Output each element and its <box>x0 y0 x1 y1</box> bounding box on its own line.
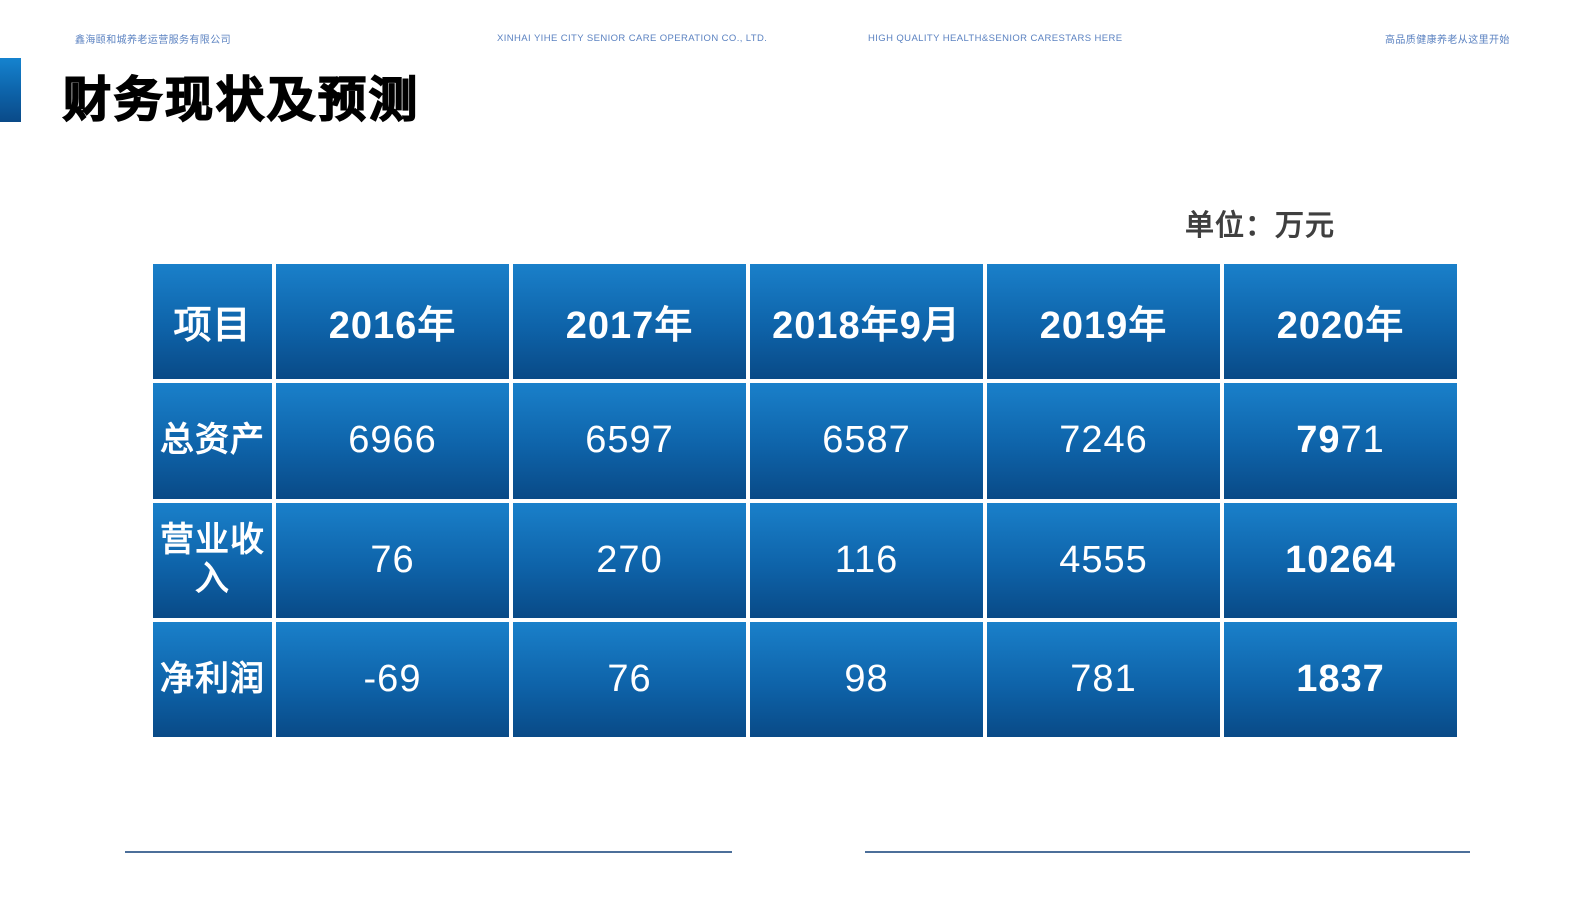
table-cell: 6587 <box>750 383 983 499</box>
table-cell: 76 <box>276 502 509 618</box>
topbar-slogan-cn: 高品质健康养老从这里开始 <box>1385 35 1510 46</box>
topbar-company-name-cn: 鑫海颐和城养老运营服务有限公司 <box>75 35 231 46</box>
table-header-2020: 2020年 <box>1224 264 1457 380</box>
topbar-slogan-en: HIGH QUALITY HEALTH&SENIOR CARESTARS HER… <box>868 33 1123 44</box>
bottom-rule-right <box>865 851 1470 853</box>
row-label-operating-revenue: 营业收入 <box>153 502 272 618</box>
value-bold-segment: 10264 <box>1285 538 1396 581</box>
value-bold-segment: 1837 <box>1296 657 1385 700</box>
table-header-item: 项目 <box>153 264 272 380</box>
unit-label: 单位：万元 <box>1185 210 1336 242</box>
table-cell: 4555 <box>987 502 1220 618</box>
table-cell: 6966 <box>276 383 509 499</box>
table-header-2019: 2019年 <box>987 264 1220 380</box>
value-bold-segment: 79 <box>1296 419 1341 462</box>
table-cell: 781 <box>987 621 1220 737</box>
table-cell: 6597 <box>513 383 746 499</box>
title-accent-bar <box>0 58 21 122</box>
table-cell: 76 <box>513 621 746 737</box>
table-header-2018-sep: 2018年9月 <box>750 264 983 380</box>
table-cell-forecast: 10264 <box>1224 502 1457 618</box>
topbar-company-name-en: XINHAI YIHE CITY SENIOR CARE OPERATION C… <box>497 33 768 44</box>
row-label-net-profit: 净利润 <box>153 621 272 737</box>
table-cell: 270 <box>513 502 746 618</box>
row-label-total-assets: 总资产 <box>153 383 272 499</box>
value-regular-segment: 71 <box>1340 419 1385 462</box>
table-cell: 98 <box>750 621 983 737</box>
bottom-rule-left <box>125 851 732 853</box>
table-cell: 7246 <box>987 383 1220 499</box>
table-header-2016: 2016年 <box>276 264 509 380</box>
table-cell: 116 <box>750 502 983 618</box>
table-cell: -69 <box>276 621 509 737</box>
table-cell-forecast: 79 71 <box>1224 383 1457 499</box>
page-title: 财务现状及预测 <box>62 73 421 128</box>
table-header-2017: 2017年 <box>513 264 746 380</box>
financial-table: 项目 2016年 2017年 2018年9月 2019年 2020年 总资产 6… <box>153 264 1457 737</box>
table-cell-forecast: 1837 <box>1224 621 1457 737</box>
